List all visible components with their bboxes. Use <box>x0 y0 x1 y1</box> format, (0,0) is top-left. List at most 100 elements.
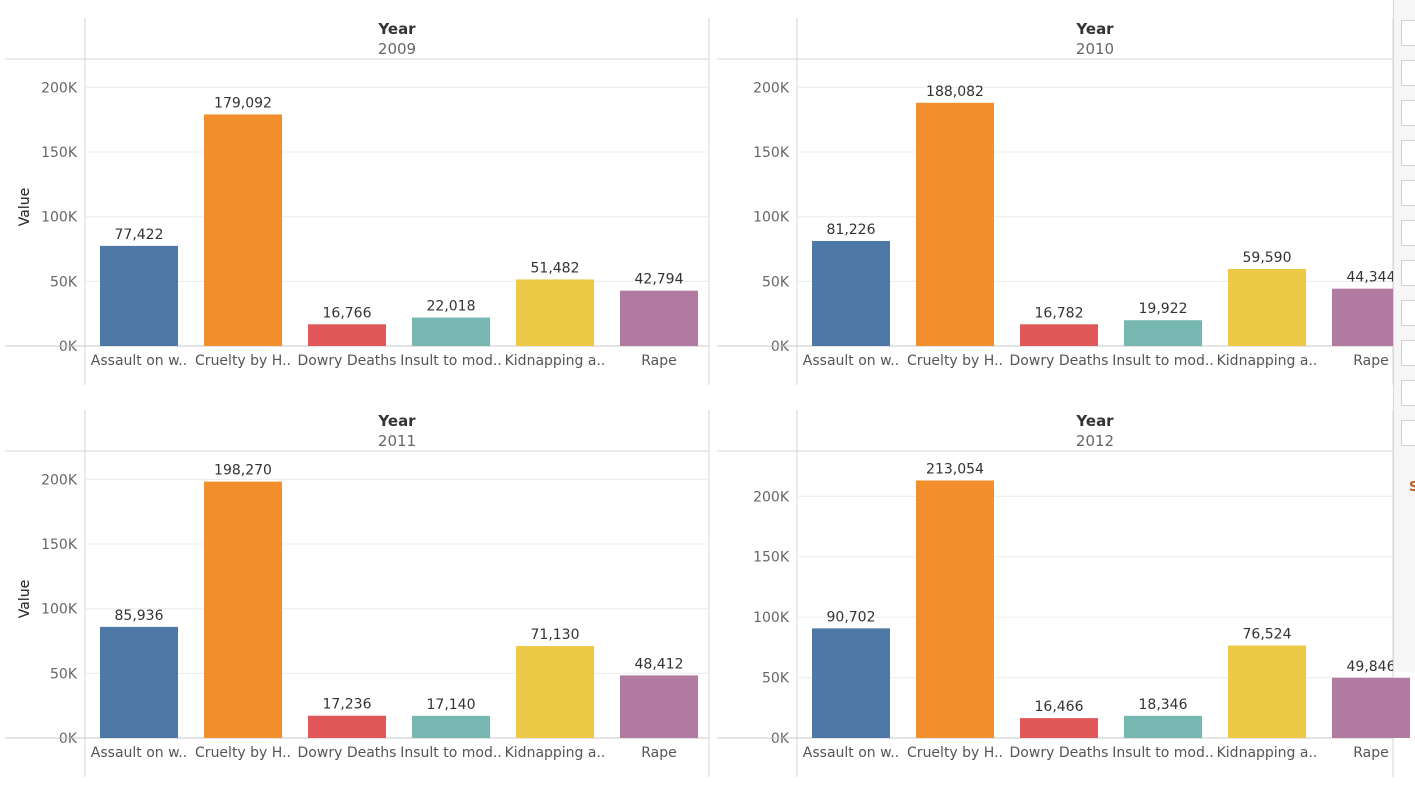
side-panel-item[interactable] <box>1401 220 1415 246</box>
category-label: Assault on w.. <box>91 353 187 369</box>
header-year: 2012 <box>1076 432 1114 450</box>
bar-value-label: 85,936 <box>115 608 164 624</box>
y-tick-label: 50K <box>762 671 790 687</box>
category-label: Rape <box>1353 353 1389 369</box>
bar-value-label: 16,466 <box>1035 699 1084 715</box>
y-tick-label: 0K <box>59 339 78 355</box>
y-tick-label: 0K <box>771 339 790 355</box>
bar-value-label: 76,524 <box>1243 627 1292 643</box>
bar <box>516 279 594 346</box>
y-tick-label: 200K <box>41 80 78 96</box>
y-axis-label: Value <box>17 580 33 618</box>
category-label: Rape <box>1353 745 1389 761</box>
side-panel-item[interactable] <box>1401 60 1415 86</box>
header-title: Year <box>1075 20 1114 38</box>
bar <box>916 480 994 738</box>
category-label: Insult to mod.. <box>1112 353 1214 369</box>
header-year: 2009 <box>378 40 416 58</box>
bar-value-label: 59,590 <box>1243 250 1292 266</box>
category-label: Dowry Deaths <box>1010 353 1109 369</box>
y-tick-label: 200K <box>753 80 790 96</box>
bar-value-label: 42,794 <box>635 272 684 288</box>
bar <box>1124 715 1202 738</box>
category-label: Kidnapping a.. <box>505 745 606 761</box>
bar <box>812 240 890 346</box>
y-tick-label: 200K <box>753 489 790 505</box>
bar-value-label: 51,482 <box>531 260 580 276</box>
bar <box>1124 320 1202 346</box>
category-label: Assault on w.. <box>803 745 899 761</box>
bar <box>620 290 698 346</box>
bar <box>100 245 178 346</box>
side-panel-item[interactable] <box>1401 260 1415 286</box>
bar-value-label: 44,344 <box>1347 270 1396 286</box>
side-panel-item[interactable] <box>1401 420 1415 446</box>
category-label: Rape <box>641 353 677 369</box>
y-tick-label: 50K <box>762 274 790 290</box>
y-tick-label: 100K <box>41 210 78 226</box>
y-tick-label: 0K <box>59 731 78 747</box>
bar <box>204 114 282 347</box>
header-year: 2011 <box>378 432 416 450</box>
bar <box>812 628 890 738</box>
y-tick-label: 50K <box>50 274 78 290</box>
header-year: 2010 <box>1076 40 1114 58</box>
bar-value-label: 77,422 <box>115 227 164 243</box>
bar <box>1020 718 1098 738</box>
bar-value-label: 213,054 <box>926 461 984 477</box>
bar-value-label: 17,140 <box>427 697 476 713</box>
bar <box>1228 645 1306 738</box>
header-title: Year <box>377 412 416 430</box>
bar-value-label: 18,346 <box>1139 697 1188 713</box>
y-tick-label: 0K <box>771 731 790 747</box>
category-label: Kidnapping a.. <box>505 353 606 369</box>
bar <box>620 675 698 738</box>
bar-value-label: 90,702 <box>827 609 876 625</box>
side-panel-item[interactable] <box>1401 340 1415 366</box>
chart-panel-2012: Year 2012 0K 50K 100K 150K 200K Value 90,702 Assa… <box>17 410 1410 777</box>
bar <box>204 481 282 738</box>
category-label: Insult to mod.. <box>400 745 502 761</box>
header-title: Year <box>377 20 416 38</box>
bar-value-label: 198,270 <box>214 463 272 479</box>
header-title: Year <box>1075 412 1114 430</box>
bar <box>308 715 386 738</box>
bar-value-label: 81,226 <box>827 222 876 238</box>
side-panel-item[interactable] <box>1401 140 1415 166</box>
bar <box>916 102 994 346</box>
category-label: Dowry Deaths <box>1010 745 1109 761</box>
bar-value-label: 188,082 <box>926 84 984 100</box>
category-label: Cruelty by H.. <box>195 745 291 761</box>
y-tick-label: 50K <box>50 666 78 682</box>
category-label: Insult to mod.. <box>400 353 502 369</box>
y-tick-label: 100K <box>753 210 790 226</box>
side-panel[interactable] <box>1393 0 1415 672</box>
y-tick-label: 150K <box>753 550 790 566</box>
bar-value-label: 48,412 <box>635 656 684 672</box>
category-label: Cruelty by H.. <box>907 745 1003 761</box>
bar <box>516 646 594 738</box>
bar-value-label: 22,018 <box>427 299 476 315</box>
side-panel-item[interactable] <box>1401 20 1415 46</box>
category-label: Dowry Deaths <box>298 745 397 761</box>
chart-panel-2011: Year 2011 0K 50K 100K 150K 200K Value 85,936 Assa… <box>5 410 710 777</box>
bar-value-label: 179,092 <box>214 95 272 111</box>
side-panel-item[interactable] <box>1401 300 1415 326</box>
chart-panel-2009: Year 2009 0K 50K 100K 150K 200K Value 77,422 Assa… <box>5 18 710 385</box>
y-tick-label: 100K <box>753 610 790 626</box>
side-panel-item[interactable] <box>1401 180 1415 206</box>
bar <box>1020 324 1098 346</box>
bar-value-label: 16,782 <box>1035 305 1084 321</box>
bar-value-label: 17,236 <box>323 697 372 713</box>
bar-value-label: 16,766 <box>323 305 372 321</box>
y-axis-label: Value <box>17 188 33 226</box>
side-panel-item[interactable] <box>1401 100 1415 126</box>
y-tick-label: 150K <box>41 537 78 553</box>
category-label: Insult to mod.. <box>1112 745 1214 761</box>
bar <box>308 324 386 346</box>
category-label: Cruelty by H.. <box>907 353 1003 369</box>
bar-value-label: 71,130 <box>531 627 580 643</box>
side-panel-item[interactable] <box>1401 380 1415 406</box>
category-label: Rape <box>641 745 677 761</box>
